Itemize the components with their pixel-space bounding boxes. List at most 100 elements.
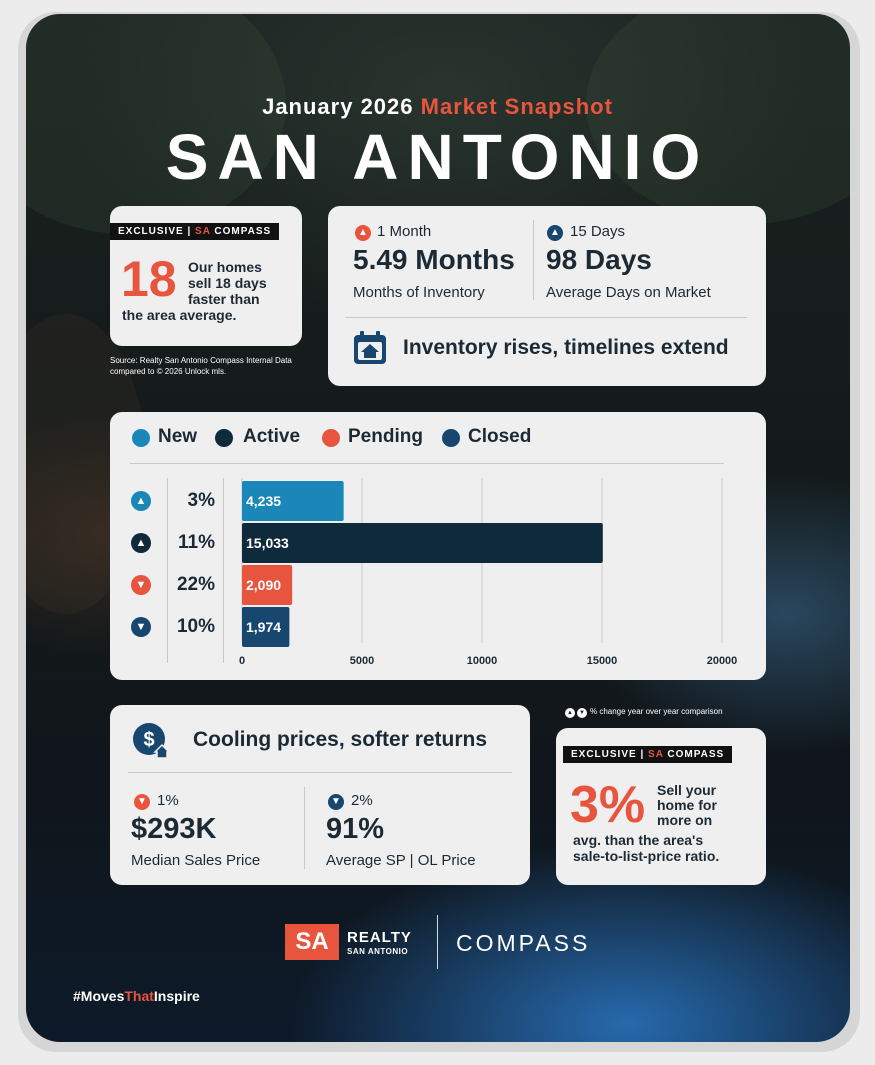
realty-logo-sub: SAN ANTONIO	[347, 947, 409, 956]
x-tick-label: 15000	[587, 655, 618, 667]
exclusive-text-line: sale-to-list-price ratio.	[573, 848, 720, 864]
days-on-market-value: 98 Days	[546, 244, 652, 275]
bar-new	[242, 481, 344, 521]
up-arrow-icon: ▲	[131, 533, 151, 553]
tag-suffix: COMPASS	[667, 749, 725, 760]
months-inventory-label: Months of Inventory	[353, 284, 485, 301]
down-arrow-icon: ▼	[577, 708, 587, 718]
realty-logo-mark: SA	[285, 924, 339, 960]
exclusive-text-line: sell 18 days	[188, 275, 267, 291]
median-price-value: $293K	[131, 813, 217, 845]
legend-dot-closed	[442, 429, 460, 447]
x-tick-label: 10000	[467, 655, 498, 667]
hashtag-part: #Moves	[73, 988, 125, 1004]
subtitle-month: January 2026	[262, 94, 414, 119]
legend-label-closed: Closed	[468, 426, 532, 447]
exclusive-ratio-number: 3%	[570, 776, 646, 834]
x-tick-label: 20000	[707, 655, 738, 667]
x-tick-label: 5000	[350, 655, 374, 667]
up-arrow-icon: ▲	[547, 225, 563, 241]
bar-active	[242, 523, 603, 563]
yoy-note-text: % change year over year comparison	[590, 707, 723, 716]
hashtag-part: Inspire	[153, 988, 200, 1004]
up-arrow-icon: ▲	[355, 225, 371, 241]
exclusive-tag: EXCLUSIVE | SA COMPASS	[110, 223, 280, 240]
sp-ol-value: 91%	[326, 813, 385, 845]
median-price-label: Median Sales Price	[131, 852, 261, 869]
exclusive-text-line: more on	[657, 812, 713, 828]
legend-label-new: New	[158, 426, 198, 447]
down-arrow-icon: ▼	[131, 617, 151, 637]
section-divider	[128, 772, 512, 773]
stat-change: 1 Month	[377, 223, 432, 240]
exclusive-text-line: Our homes	[188, 259, 262, 275]
legend-divider	[130, 463, 724, 464]
down-arrow-icon: ▼	[131, 575, 151, 595]
chart-y-axis	[223, 478, 224, 663]
exclusive-text-line: avg. than the area's	[573, 832, 704, 848]
stat-divider	[304, 787, 305, 869]
prices-headline: Cooling prices, softer returns	[193, 728, 488, 751]
bar-value-label: 4,235	[246, 493, 281, 509]
up-arrow-icon: ▲	[565, 708, 575, 718]
legend-dot-pending	[322, 429, 340, 447]
exclusive-text-line: home for	[657, 797, 717, 813]
compass-logo: COMPASS	[456, 930, 591, 956]
stat-divider	[533, 220, 534, 300]
up-arrow-icon: ▲	[131, 491, 151, 511]
x-tick-label: 0	[239, 655, 245, 667]
source-line: compared to © 2026 Unlock mls.	[110, 367, 227, 376]
tag-sa: SA	[195, 226, 211, 237]
subtitle-accent: Market Snapshot	[420, 94, 613, 119]
tag-prefix: EXCLUSIVE |	[118, 226, 192, 237]
bar-value-label: 2,090	[246, 577, 281, 593]
exclusive-days-text: Our homes sell 18 days faster than	[188, 259, 267, 307]
days-on-market-label: Average Days on Market	[546, 284, 711, 301]
dollar-house-icon: $	[131, 721, 171, 761]
tag-sa: SA	[648, 749, 664, 760]
change-column-divider	[167, 478, 168, 663]
change-percent: 10%	[176, 616, 215, 637]
exclusive-ratio-text-tail: avg. than the area's sale-to-list-price …	[573, 832, 719, 864]
change-percent: 3%	[187, 490, 215, 511]
realty-logo-word: REALTY	[347, 929, 412, 946]
exclusive-text-line: faster than	[188, 291, 260, 307]
hashtag-accent: That	[124, 988, 154, 1004]
bar-chart: 0 5000 10000 15000 20000 4,235 15,033 2,090 1,97…	[239, 478, 738, 667]
page-title: SAN ANTONIO	[165, 121, 710, 193]
legend-dot-active	[215, 429, 233, 447]
down-arrow-icon: ▼	[328, 794, 344, 810]
months-inventory-value: 5.49 Months	[353, 244, 515, 275]
legend-label-pending: Pending	[348, 426, 423, 447]
down-arrow-icon: ▼	[134, 794, 150, 810]
inventory-headline: Inventory rises, timelines extend	[403, 336, 729, 359]
exclusive-tag: EXCLUSIVE | SA COMPASS	[563, 746, 733, 763]
change-percent: 22%	[176, 574, 215, 595]
exclusive-text-line: Sell your	[657, 782, 717, 798]
stat-change: 15 Days	[570, 223, 626, 240]
page-subtitle: January 2026 Market Snapshot	[0, 94, 875, 120]
bar-value-label: 1,974	[246, 619, 281, 635]
tag-prefix: EXCLUSIVE |	[571, 749, 645, 760]
source-note: Source: Realty San Antonio Compass Inter…	[110, 355, 292, 377]
bar-value-label: 15,033	[246, 535, 289, 551]
exclusive-days-number: 18	[121, 251, 177, 307]
svg-text:$: $	[143, 729, 154, 751]
legend-dot-new	[132, 429, 150, 447]
section-divider	[345, 317, 747, 318]
exclusive-text-line: the area average.	[122, 307, 237, 323]
hashtag: #MovesThatInspire	[73, 988, 200, 1004]
calendar-house-icon	[352, 330, 388, 366]
bar-closed	[242, 607, 290, 647]
source-line: Source: Realty San Antonio Compass Inter…	[110, 356, 292, 365]
bar-pending	[242, 565, 293, 605]
tag-suffix: COMPASS	[214, 226, 272, 237]
stat-change: 2%	[351, 792, 373, 809]
sp-ol-label: Average SP | OL Price	[326, 852, 476, 869]
stat-change: 1%	[157, 792, 179, 809]
exclusive-ratio-text: Sell your home for more on	[657, 783, 717, 828]
legend-label-active: Active	[243, 426, 301, 447]
prices-card	[110, 705, 530, 885]
change-percent: 11%	[178, 532, 215, 553]
logo-divider	[437, 915, 438, 969]
